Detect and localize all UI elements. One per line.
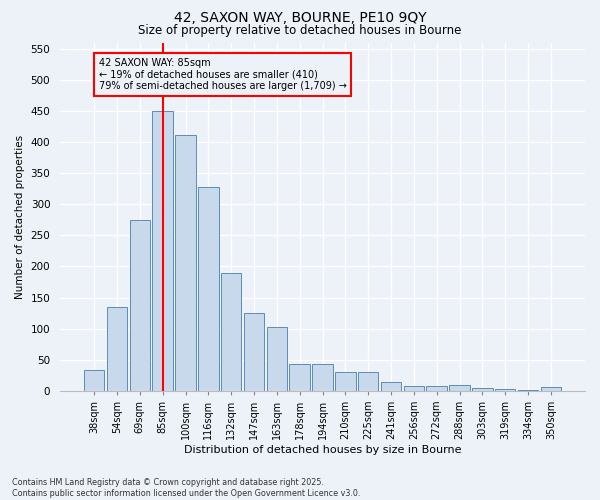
Bar [175, 134, 196, 391]
Bar [312, 364, 333, 391]
Bar [107, 307, 127, 391]
Bar [472, 388, 493, 391]
Bar [335, 372, 356, 391]
Bar [198, 187, 218, 391]
Bar [358, 372, 379, 391]
Bar [541, 386, 561, 391]
Bar [130, 220, 150, 391]
Bar [449, 384, 470, 391]
Bar [404, 386, 424, 391]
Bar [427, 386, 447, 391]
Bar [289, 364, 310, 391]
Y-axis label: Number of detached properties: Number of detached properties [15, 134, 25, 299]
Bar [266, 328, 287, 391]
X-axis label: Distribution of detached houses by size in Bourne: Distribution of detached houses by size … [184, 445, 461, 455]
Bar [221, 272, 241, 391]
Text: 42 SAXON WAY: 85sqm
← 19% of detached houses are smaller (410)
79% of semi-detac: 42 SAXON WAY: 85sqm ← 19% of detached ho… [99, 58, 347, 92]
Bar [84, 370, 104, 391]
Bar [518, 390, 538, 391]
Text: Contains HM Land Registry data © Crown copyright and database right 2025.
Contai: Contains HM Land Registry data © Crown c… [12, 478, 361, 498]
Text: Size of property relative to detached houses in Bourne: Size of property relative to detached ho… [139, 24, 461, 37]
Bar [152, 111, 173, 391]
Bar [495, 389, 515, 391]
Bar [381, 382, 401, 391]
Bar [244, 313, 264, 391]
Text: 42, SAXON WAY, BOURNE, PE10 9QY: 42, SAXON WAY, BOURNE, PE10 9QY [173, 11, 427, 25]
